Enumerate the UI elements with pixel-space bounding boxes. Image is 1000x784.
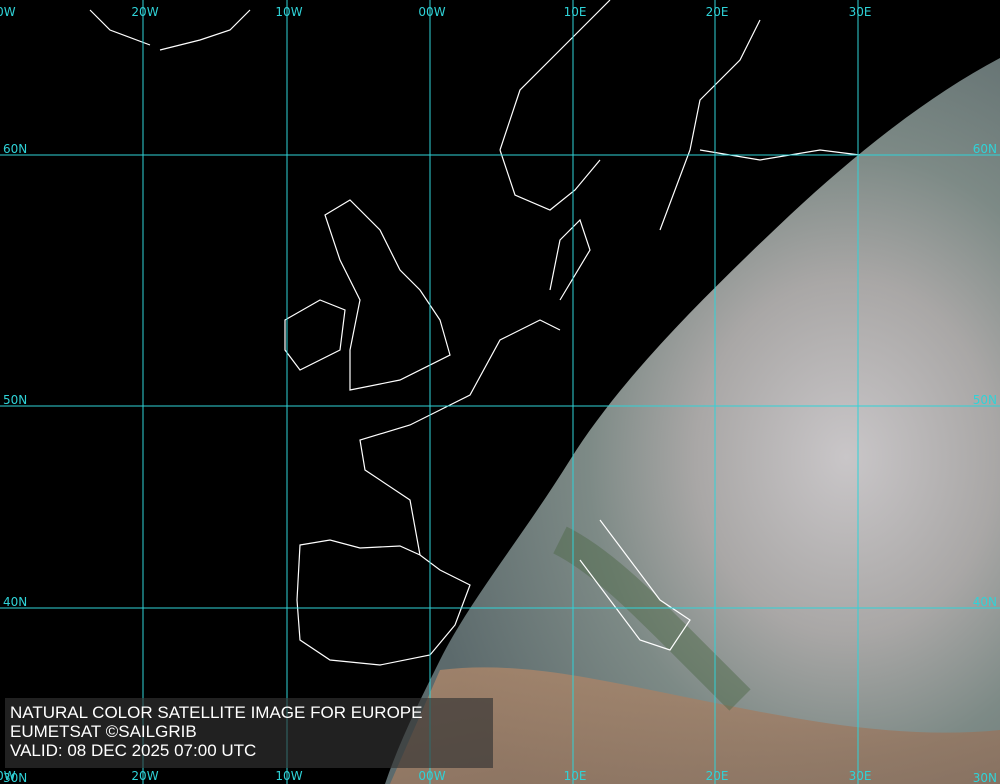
iberia bbox=[296, 539, 471, 666]
desert bbox=[390, 667, 1000, 784]
parallel-label-right: 40N bbox=[973, 595, 997, 609]
meridian-label-top: 00W bbox=[418, 5, 445, 19]
meridian-label-top: 20E bbox=[706, 5, 729, 19]
britain bbox=[324, 199, 451, 391]
meridian-label-bottom: 10E bbox=[564, 769, 587, 783]
meridian-label-top: 30W bbox=[0, 5, 16, 19]
meridian-label-bottom: 10W bbox=[275, 769, 302, 783]
meridian-label-bottom: 30W bbox=[0, 769, 16, 783]
parallel-label-left: 50N bbox=[3, 393, 27, 407]
france-coast bbox=[359, 319, 561, 556]
meridian-label-bottom: 20W bbox=[131, 769, 158, 783]
meridian-label-top: 30E bbox=[849, 5, 872, 19]
caption-line: NATURAL COLOR SATELLITE IMAGE FOR EUROPE bbox=[10, 703, 422, 722]
parallel-label-left: 60N bbox=[3, 142, 27, 156]
parallel-label-left: 40N bbox=[3, 595, 27, 609]
parallel-label-left: 30N bbox=[3, 771, 27, 784]
caption-line: VALID: 08 DEC 2025 07:00 UTC bbox=[10, 741, 256, 760]
meridian-label-top: 10W bbox=[275, 5, 302, 19]
meridian-label-bottom: 00W bbox=[418, 769, 445, 783]
iceland bbox=[89, 9, 251, 51]
land-patch bbox=[553, 526, 751, 711]
meridian-label-bottom: 30E bbox=[849, 769, 872, 783]
meridian-label-top: 20W bbox=[131, 5, 158, 19]
day-side bbox=[385, 58, 1000, 784]
caption-line: EUMETSAT ©SAILGRIB bbox=[10, 722, 197, 741]
meridian-label-bottom: 20E bbox=[706, 769, 729, 783]
italy bbox=[579, 519, 691, 651]
norway bbox=[499, 0, 611, 211]
caption: NATURAL COLOR SATELLITE IMAGE FOR EUROPE… bbox=[10, 703, 422, 760]
parallel-label-right: 50N bbox=[973, 393, 997, 407]
meridian-label-top: 10E bbox=[564, 5, 587, 19]
parallel-label-right: 60N bbox=[973, 142, 997, 156]
parallel-label-right: 30N bbox=[973, 771, 997, 784]
caption-box bbox=[5, 698, 493, 768]
ireland bbox=[284, 299, 346, 371]
denmark bbox=[549, 218, 591, 301]
